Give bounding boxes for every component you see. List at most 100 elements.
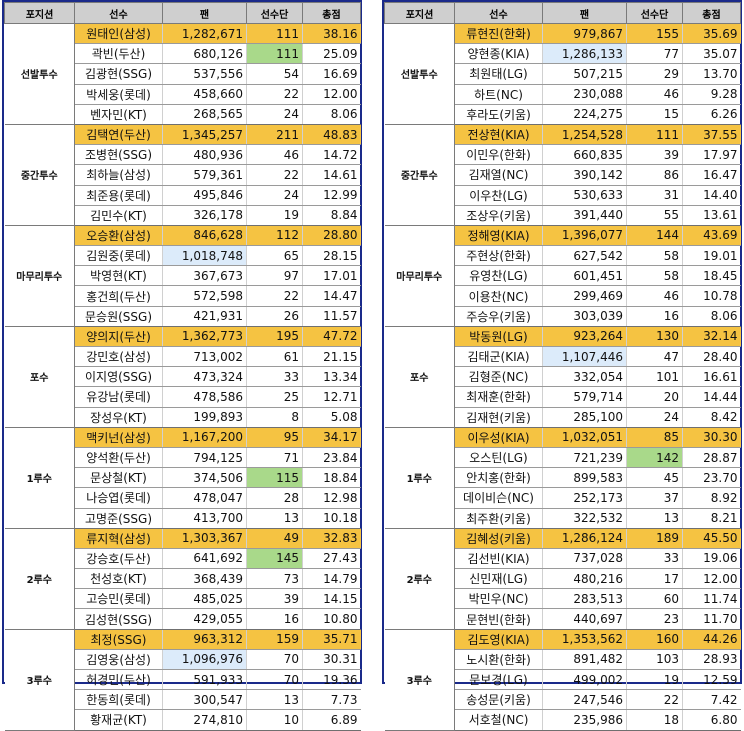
table-row: 김재열(NC) 390,142 86 16.47	[385, 164, 741, 186]
total-score-cell: 14.61	[302, 164, 361, 186]
total-score-cell: 12.99	[302, 185, 361, 206]
player-name-cell: 김혜성(키움)	[454, 528, 543, 549]
player-name-cell: 김영웅(삼성)	[74, 649, 163, 671]
player-name-cell: 전상현(KIA)	[454, 124, 543, 146]
team-votes-cell: 20	[626, 386, 683, 408]
vote-table-left: 포지션 선수 팬 선수단 총점 선발투수 원태인(삼성) 1,282,671 111 3…	[4, 2, 361, 731]
table-row: 장성우(KT) 199,893 8 5.08	[5, 407, 361, 428]
player-name-cell: 주승우(키움)	[454, 306, 543, 327]
team-votes-cell: 86	[626, 164, 683, 186]
table-row: 벤자민(KT) 268,565 24 8.06	[5, 104, 361, 125]
table-row: 이우찬(LG) 530,633 31 14.40	[385, 185, 741, 206]
fan-votes-cell: 579,361	[162, 164, 247, 186]
fan-votes-cell: 413,700	[162, 508, 247, 529]
position-cell: 선발투수	[384, 23, 455, 125]
fan-votes-cell: 680,126	[162, 43, 247, 65]
vote-table-right: 포지션 선수 팬 선수단 총점 선발투수 류현진(한화) 979,867 155 35.…	[384, 2, 741, 731]
table-row: 선발투수 원태인(삼성) 1,282,671 111 38.16	[4, 23, 361, 125]
total-score-cell: 38.16	[302, 23, 361, 45]
table-row: 최재훈(한화) 579,714 20 14.44	[385, 386, 741, 408]
total-score-cell: 35.69	[682, 23, 741, 45]
total-score-cell: 12.00	[682, 568, 741, 590]
player-name-cell: 홍건희(두산)	[74, 285, 163, 307]
total-score-cell: 14.44	[682, 386, 741, 408]
table-row: 김선빈(KIA) 737,028 33 19.06	[385, 548, 741, 570]
player-name-cell: 강승호(두산)	[74, 548, 163, 570]
player-name-cell: 양석환(두산)	[74, 447, 163, 469]
team-votes-cell: 15	[626, 104, 683, 125]
total-score-cell: 28.93	[682, 649, 741, 671]
player-name-cell: 맥키넌(삼성)	[74, 427, 163, 448]
table-row: 홍건희(두산) 572,598 22 14.47	[5, 285, 361, 307]
fan-votes-cell: 1,353,562	[542, 629, 627, 650]
player-name-cell: 김도영(KIA)	[454, 629, 543, 650]
fan-votes-cell: 367,673	[162, 265, 247, 287]
player-name-cell: 서호철(NC)	[454, 709, 543, 731]
team-votes-cell: 142	[626, 447, 683, 469]
total-score-cell: 14.47	[302, 285, 361, 307]
player-name-cell: 김택연(두산)	[74, 124, 163, 146]
player-name-cell: 고명준(SSG)	[74, 508, 163, 529]
total-score-cell: 8.42	[682, 407, 741, 428]
team-votes-cell: 111	[626, 124, 683, 146]
total-score-cell: 12.71	[302, 386, 361, 408]
table-row: 강민호(삼성) 713,002 61 21.15	[5, 346, 361, 368]
player-name-cell: 이민우(한화)	[454, 144, 543, 166]
team-votes-cell: 70	[246, 649, 303, 671]
header-position: 포지션	[384, 2, 455, 24]
fan-votes-cell: 499,002	[542, 669, 627, 691]
player-name-cell: 원태인(삼성)	[74, 23, 163, 45]
fan-votes-cell: 721,239	[542, 447, 627, 469]
team-votes-cell: 31	[626, 185, 683, 206]
team-votes-cell: 60	[626, 588, 683, 610]
player-name-cell: 김원중(롯데)	[74, 245, 163, 267]
team-votes-cell: 33	[626, 548, 683, 570]
fan-votes-cell: 332,054	[542, 366, 627, 388]
fan-votes-cell: 224,275	[542, 104, 627, 125]
table-row: 고명준(SSG) 413,700 13 10.18	[5, 508, 361, 529]
header-team: 선수단	[626, 2, 683, 24]
total-score-cell: 8.06	[682, 306, 741, 327]
team-votes-cell: 13	[246, 508, 303, 529]
fan-votes-cell: 660,835	[542, 144, 627, 166]
header-fan: 팬	[162, 2, 247, 24]
total-score-cell: 19.36	[302, 669, 361, 691]
player-name-cell: 류지혁(삼성)	[74, 528, 163, 549]
team-votes-cell: 58	[626, 245, 683, 267]
total-score-cell: 5.08	[302, 407, 361, 428]
team-votes-cell: 17	[626, 568, 683, 590]
fan-votes-cell: 1,107,446	[542, 346, 627, 368]
header-player: 선수	[74, 2, 163, 24]
total-score-cell: 34.17	[302, 427, 361, 448]
table-row: 유영찬(LG) 601,451 58 18.45	[385, 265, 741, 287]
table-row: 1루수 이우성(KIA) 1,032,051 85 30.30	[384, 427, 741, 529]
table-body-right: 선발투수 류현진(한화) 979,867 155 35.69 양현종(KIA) 1,286,…	[384, 23, 741, 731]
total-score-cell: 11.57	[302, 306, 361, 327]
table-row: 선발투수 류현진(한화) 979,867 155 35.69	[384, 23, 741, 125]
player-name-cell: 김선빈(KIA)	[454, 548, 543, 570]
table-row: 1루수 맥키넌(삼성) 1,167,200 95 34.17	[4, 427, 361, 529]
table-row: 주현상(한화) 627,542 58 19.01	[385, 245, 741, 267]
player-name-cell: 김태군(KIA)	[454, 346, 543, 368]
fan-votes-cell: 390,142	[542, 164, 627, 186]
fan-votes-cell: 601,451	[542, 265, 627, 287]
player-name-cell: 문상철(KT)	[74, 467, 163, 489]
fan-votes-cell: 326,178	[162, 205, 247, 226]
total-score-cell: 44.26	[682, 629, 741, 650]
fan-votes-cell: 458,660	[162, 84, 247, 105]
team-votes-cell: 101	[626, 366, 683, 388]
player-name-cell: 안치홍(한화)	[454, 467, 543, 489]
total-score-cell: 9.28	[682, 84, 741, 105]
fan-votes-cell: 480,936	[162, 144, 247, 166]
table-row: 주승우(키움) 303,039 16 8.06	[385, 306, 741, 327]
total-score-cell: 45.50	[682, 528, 741, 549]
team-votes-cell: 28	[246, 487, 303, 509]
table-row: 김태군(KIA) 1,107,446 47 28.40	[385, 346, 741, 368]
total-score-cell: 8.21	[682, 508, 741, 529]
total-score-cell: 32.83	[302, 528, 361, 549]
fan-votes-cell: 283,513	[542, 588, 627, 610]
fan-votes-cell: 627,542	[542, 245, 627, 267]
player-name-cell: 류현진(한화)	[454, 23, 543, 45]
table-row: 나승엽(롯데) 478,047 28 12.98	[5, 487, 361, 509]
